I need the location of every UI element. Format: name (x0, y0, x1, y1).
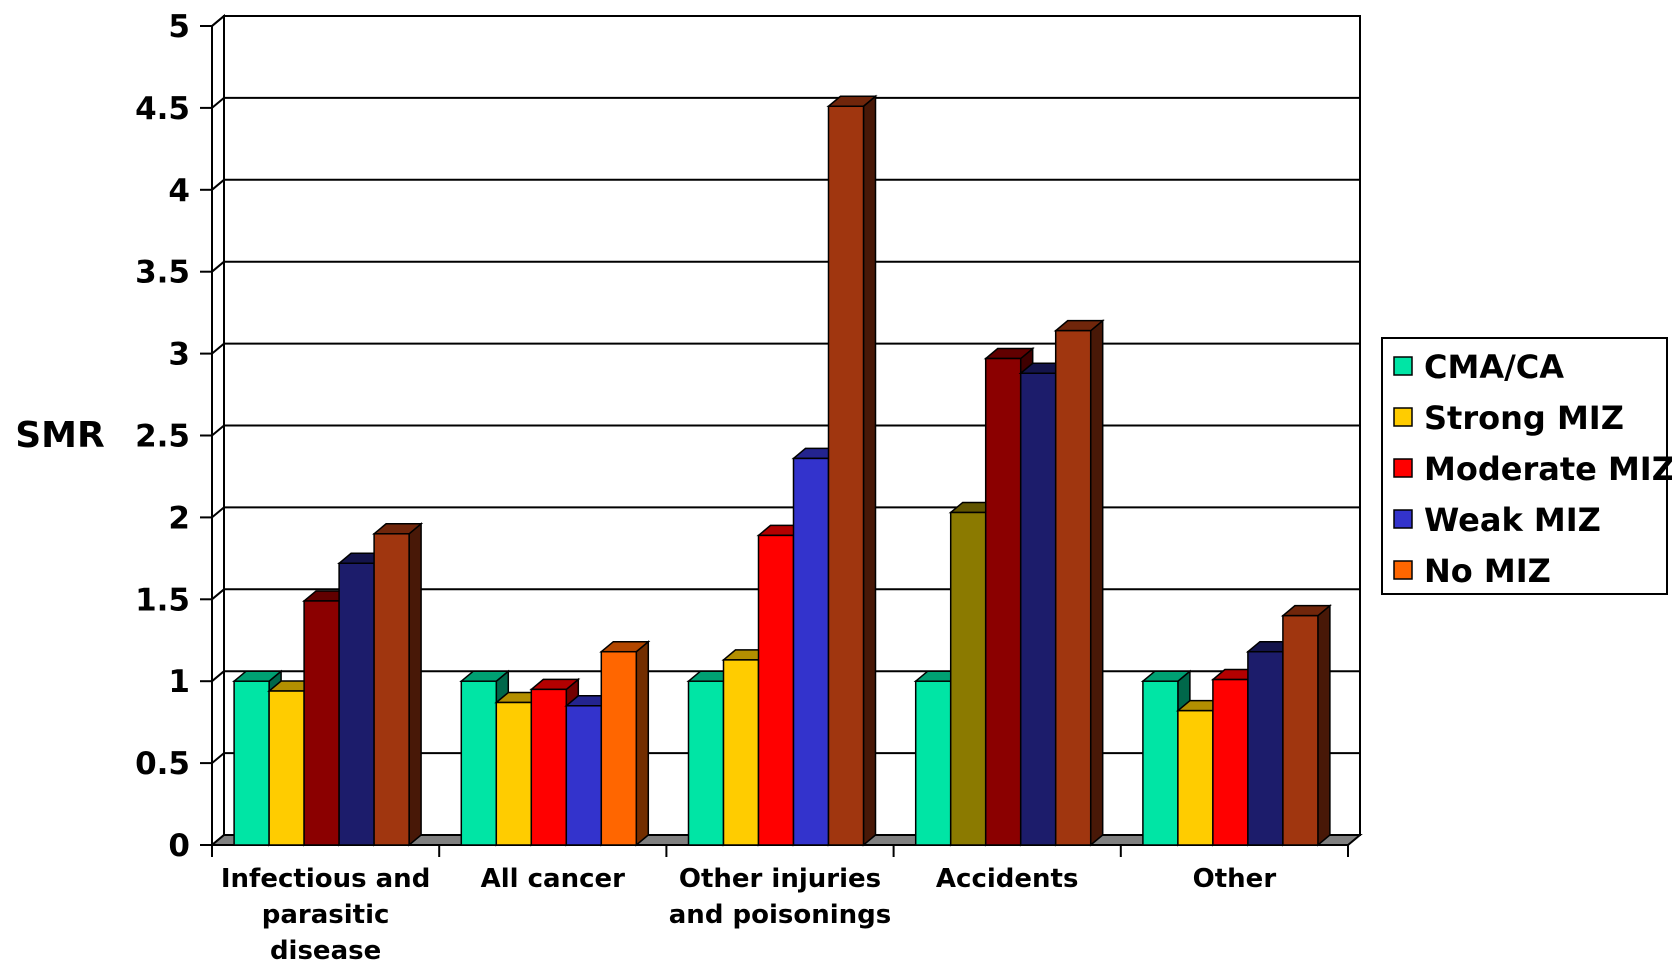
bar-front (303, 600, 340, 846)
y-tick-label: 1 (168, 664, 190, 700)
gridline-side (211, 752, 225, 764)
bars (232, 94, 1332, 847)
bar-front (233, 680, 270, 846)
gridline-side (211, 97, 225, 109)
legend-label: CMA/CA (1424, 348, 1564, 386)
bar-front (600, 650, 638, 846)
legend: CMA/CA Strong MIZ Moderate MIZ Weak MIZ No M… (1381, 337, 1672, 595)
bar-front (757, 534, 795, 846)
legend-box (1381, 337, 1668, 595)
legend-swatch (1393, 407, 1413, 427)
bar-front (984, 357, 1022, 846)
legend-label: Weak MIZ (1424, 501, 1601, 539)
bar (1280, 604, 1332, 847)
gridline-side (211, 260, 225, 273)
bar-front (1212, 678, 1249, 846)
gridline-side (211, 179, 225, 191)
category-label: parasitic (262, 900, 390, 930)
bar (599, 640, 651, 847)
category-label: Other (1193, 864, 1277, 894)
bar-front (687, 680, 725, 846)
bar-side (408, 522, 422, 847)
bar-front (1054, 329, 1092, 846)
bar-front (1247, 650, 1284, 846)
legend-swatch (1393, 458, 1413, 478)
legend-swatch (1393, 560, 1413, 580)
bar-front (1282, 614, 1319, 846)
category-label: Infectious and (221, 864, 430, 894)
y-tick-label: 3 (168, 337, 190, 373)
category-labels: Infectious and parasitic disease All cancer… (221, 864, 1276, 963)
bar-front (268, 690, 305, 846)
gridline-side (211, 424, 225, 437)
bar-front (1142, 680, 1179, 846)
y-tick-labels: 0 0.5 1 1.5 2 2.5 3 3.5 4 4.5 5 (135, 9, 190, 864)
bar (826, 94, 878, 847)
bar-front (949, 511, 987, 846)
bar-front (1019, 372, 1057, 846)
category-label: All cancer (481, 864, 626, 894)
y-axis-label: SMR (15, 415, 104, 456)
bar-front (914, 680, 952, 846)
bar-front (460, 680, 498, 846)
bar (1053, 319, 1105, 847)
legend-label: Moderate MIZ (1424, 450, 1672, 488)
bar-front (827, 105, 865, 846)
y-tick-label: 5 (168, 9, 190, 45)
bar-front (495, 701, 533, 846)
legend-label: No MIZ (1424, 552, 1551, 590)
bar-front (722, 659, 760, 846)
legend-swatch (1393, 356, 1413, 376)
bar-front (530, 688, 568, 846)
bar-side (1317, 604, 1331, 847)
category-label: and poisonings (669, 900, 891, 930)
bar-front (565, 705, 603, 846)
bar (372, 522, 424, 847)
y-tick-label: 4.5 (135, 91, 190, 127)
bar-front (338, 562, 375, 846)
gridline-side (211, 506, 225, 519)
category-label: Accidents (936, 864, 1079, 894)
legend-swatch (1393, 509, 1413, 529)
bar-side (1089, 319, 1104, 847)
bar-side (635, 640, 650, 847)
category-label: Other injuries (679, 864, 881, 894)
category-label: disease (270, 936, 381, 963)
y-tick-label: 1.5 (135, 582, 190, 618)
y-tick-label: 4 (168, 173, 190, 209)
y-tick-label: 0 (168, 828, 190, 864)
legend-label: Strong MIZ (1424, 399, 1624, 437)
gridline-side (211, 342, 225, 355)
y-tick-label: 2 (168, 500, 190, 536)
gridline-side (211, 670, 225, 682)
y-tick-label: 0.5 (135, 746, 190, 782)
bar-side (862, 94, 877, 847)
y-tick-label: 2.5 (135, 419, 190, 455)
bar-front (1177, 709, 1214, 846)
bar-front (792, 457, 830, 846)
y-tick-label: 3.5 (135, 255, 190, 291)
bar-front (373, 533, 410, 846)
gridline-side (211, 588, 225, 601)
gridline-side (211, 15, 225, 27)
